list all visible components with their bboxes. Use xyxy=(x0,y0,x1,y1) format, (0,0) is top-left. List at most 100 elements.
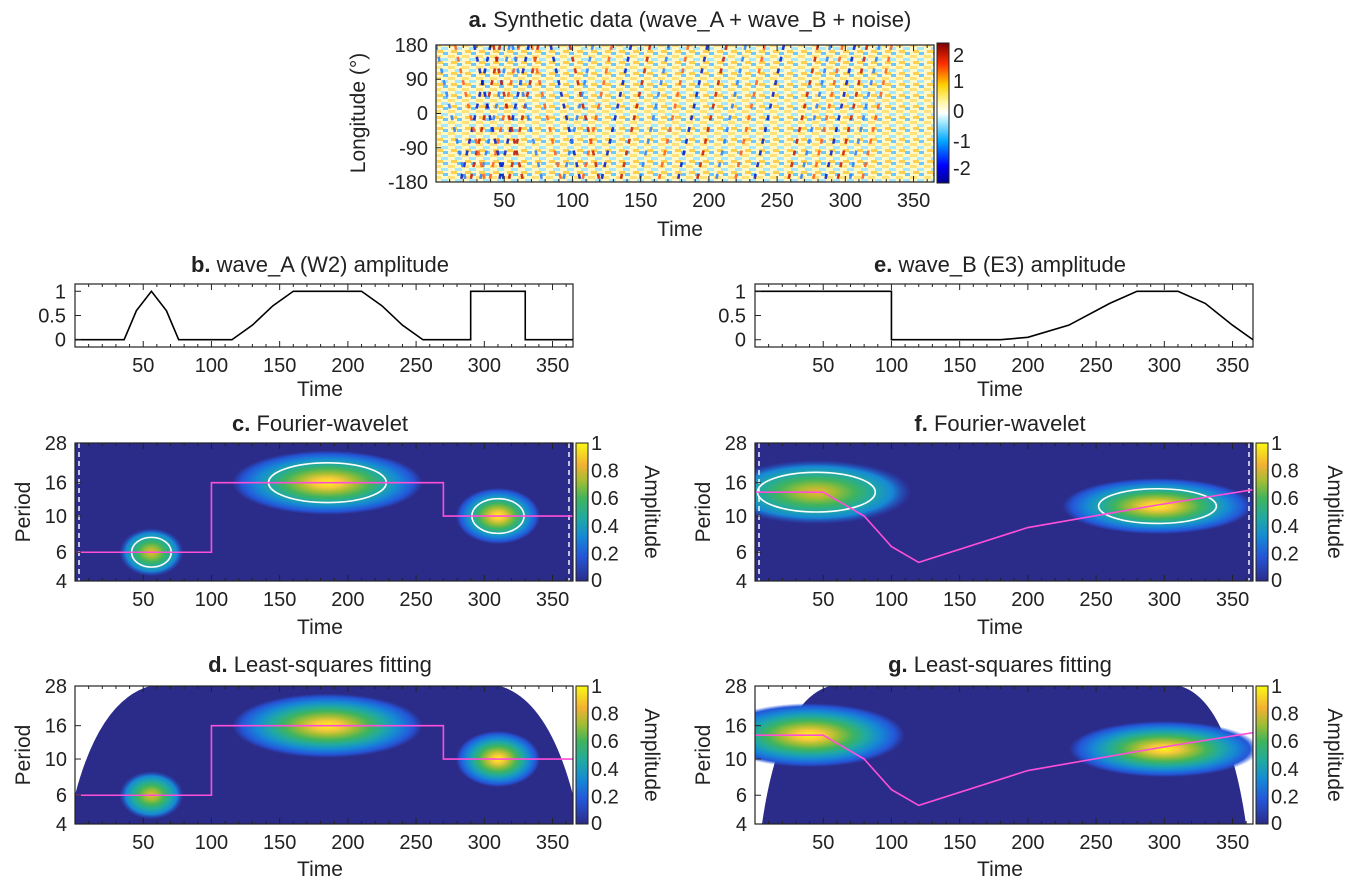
panel-a-ytick-2: 0 xyxy=(417,103,428,125)
cbar-tick-label: 1 xyxy=(591,433,602,455)
panel-g-yticklabels: 28 16 10 6 4 xyxy=(725,676,747,836)
panel-e-ytick-0: 1 xyxy=(735,281,746,303)
amplitude-blob xyxy=(1069,721,1253,778)
ytick-label: 10 xyxy=(725,506,747,528)
panel-e-frame xyxy=(754,283,1254,348)
panel-c-frame xyxy=(74,442,574,582)
xtick-label: 150 xyxy=(943,832,976,854)
cbar-tick-label: 0.6 xyxy=(1271,488,1299,510)
panel-b-ytick-1: 0.5 xyxy=(38,306,66,328)
xtick-label: 250 xyxy=(399,355,432,377)
xtick-label: 150 xyxy=(263,355,296,377)
ytick-label: 6 xyxy=(736,542,747,564)
panel-e-title: e. wave_B (E3) amplitude xyxy=(874,252,1126,277)
panel-b-ytick-2: 0 xyxy=(55,330,66,352)
panel-c-xticklabels: 50 100 150 200 250 300 350 xyxy=(132,589,569,611)
panel-g-ticks xyxy=(755,685,1247,825)
xtick-label: 100 xyxy=(195,589,228,611)
panel-a-ytick-3: -90 xyxy=(399,138,428,160)
xtick-label: 250 xyxy=(1079,589,1112,611)
xtick-label: 350 xyxy=(536,832,569,854)
xtick-label: 300 xyxy=(468,355,501,377)
panel-a-cbar-tick-4: -2 xyxy=(953,158,971,180)
panel-e-xticklabels: 50 100 150 200 250 300 350 xyxy=(812,355,1249,377)
panel-a-colorbar xyxy=(936,42,950,184)
panel-f-frame xyxy=(754,442,1254,582)
panel-g-heatmap xyxy=(755,686,1253,824)
ytick-label: 6 xyxy=(56,785,67,807)
xtick-label: 150 xyxy=(263,832,296,854)
panel-b-xticklabels: 50 100 150 200 250 300 350 xyxy=(132,355,569,377)
panel-e: e. wave_B (E3) amplitude 1 0.5 0 50 100 15… xyxy=(718,252,1254,401)
significance-contour xyxy=(1097,487,1218,525)
xtick-label: 300 xyxy=(1148,589,1181,611)
panel-a-ytick-1: 90 xyxy=(406,69,428,91)
cbar-tick-label: 0.2 xyxy=(591,786,619,808)
panel-d-frame xyxy=(74,685,574,825)
xtick-label: 100 xyxy=(875,355,908,377)
cbar-tick-label: 1 xyxy=(1271,676,1282,698)
xtick-label: 300 xyxy=(829,190,862,212)
ytick-label: 28 xyxy=(725,676,747,698)
xtick-label: 350 xyxy=(1216,832,1249,854)
xtick-label: 50 xyxy=(132,355,154,377)
cbar-tick-label: 0.4 xyxy=(1271,759,1299,781)
panel-g-blobs xyxy=(755,703,1253,778)
panel-a-ticks xyxy=(436,44,928,183)
xtick-label: 200 xyxy=(1011,832,1044,854)
panel-e-amplitude-line xyxy=(755,290,1254,341)
panel-f-heatmap xyxy=(755,443,1253,581)
panel-c-ticks xyxy=(75,442,567,582)
cbar-tick-label: 0.2 xyxy=(591,543,619,565)
xtick-label: 350 xyxy=(536,355,569,377)
panel-f-xlabel: Time xyxy=(977,616,1023,639)
panel-d-colorbar xyxy=(575,685,589,825)
panel-f-ridge-line xyxy=(755,488,1253,564)
panel-b-xlabel: Time xyxy=(297,378,343,401)
ytick-label: 16 xyxy=(45,473,67,495)
panel-a-cbar-tick-0: 2 xyxy=(953,45,964,67)
ytick-label: 10 xyxy=(45,506,67,528)
ytick-label: 10 xyxy=(725,749,747,771)
amplitude-blob xyxy=(1062,478,1253,535)
xtick-label: 50 xyxy=(812,355,834,377)
panel-c-colorbar xyxy=(575,442,589,582)
cbar-tick-label: 0.6 xyxy=(591,731,619,753)
xtick-label: 250 xyxy=(399,589,432,611)
ytick-label: 4 xyxy=(736,571,747,593)
xtick-label: 100 xyxy=(556,190,589,212)
panel-g-frame xyxy=(754,685,1254,825)
panel-b-ytick-0: 1 xyxy=(55,281,66,303)
panel-g-colorbar xyxy=(1255,685,1269,825)
ytick-label: 10 xyxy=(45,749,67,771)
xtick-label: 250 xyxy=(1079,832,1112,854)
cbar-tick-label: 0.8 xyxy=(1271,704,1299,726)
cbar-tick-label: 0.4 xyxy=(591,759,619,781)
cbar-tick-label: 0.8 xyxy=(591,704,619,726)
panel-a-cbar-tick-3: -1 xyxy=(953,131,971,153)
panel-d-yticklabels: 28 16 10 6 4 xyxy=(45,676,67,836)
panel-f-yticklabels: 28 16 10 6 4 xyxy=(725,433,747,593)
panel-e-xlabel: Time xyxy=(977,378,1023,401)
cbar-tick-label: 0.8 xyxy=(1271,461,1299,483)
xtick-label: 200 xyxy=(331,832,364,854)
panel-a-cbar-tick-2: 0 xyxy=(953,101,964,123)
xtick-label: 150 xyxy=(943,589,976,611)
ytick-label: 4 xyxy=(56,814,67,836)
panel-d-heatmap xyxy=(75,686,573,824)
xtick-label: 50 xyxy=(132,589,154,611)
xtick-label: 350 xyxy=(1216,355,1249,377)
panel-c-cbar-ticks: 1 0.8 0.6 0.4 0.2 0 xyxy=(591,433,619,592)
panel-g-title: g. Least-squares fitting xyxy=(888,652,1112,677)
panel-a-xlabel: Time xyxy=(657,218,703,241)
ytick-label: 28 xyxy=(45,676,67,698)
panel-c-title: c. Fourier-wavelet xyxy=(232,411,408,436)
xtick-label: 100 xyxy=(875,589,908,611)
cbar-tick-label: 0.6 xyxy=(591,488,619,510)
panel-a-ylabel: Longitude (°) xyxy=(347,53,370,173)
xtick-label: 350 xyxy=(897,190,930,212)
